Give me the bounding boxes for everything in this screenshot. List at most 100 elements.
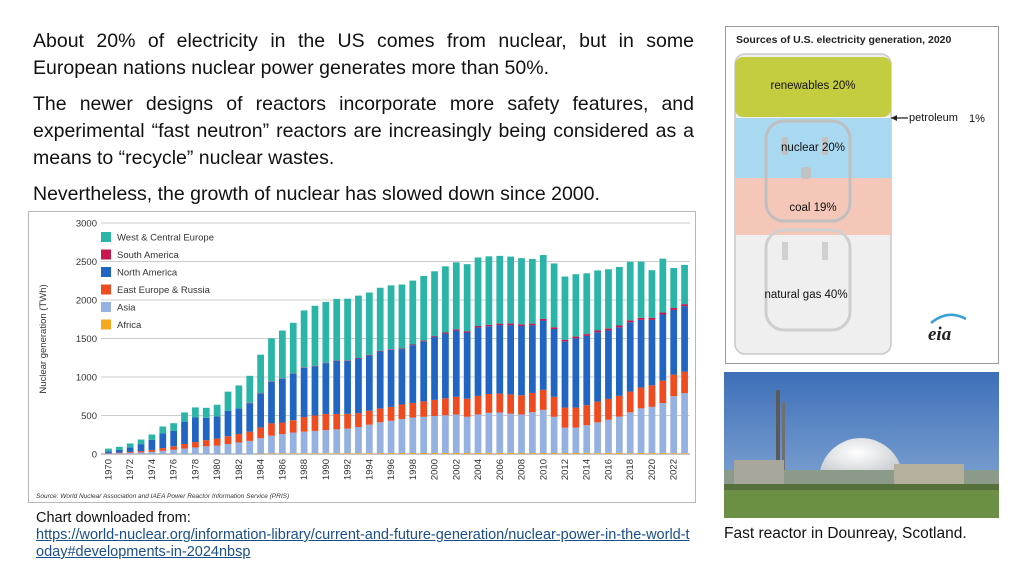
reactor-design-paragraph: The newer designs of reactors incorporat…	[33, 93, 694, 169]
bar-segment	[681, 453, 688, 454]
bar-segment	[333, 453, 341, 454]
bar-segment	[474, 414, 482, 453]
bar-segment	[409, 417, 417, 453]
bar-segment	[213, 445, 221, 454]
bar-segment	[137, 452, 145, 454]
sources-panel-title: Sources of U.S. electricity generation, …	[736, 34, 951, 46]
bar-segment	[594, 422, 601, 454]
x-tick-label: 2004	[473, 459, 484, 480]
bar-segment	[648, 317, 656, 320]
bar-segment	[637, 452, 645, 454]
bar-segment	[529, 323, 536, 326]
bar-segment	[572, 427, 580, 453]
bar-segment	[442, 398, 449, 416]
bar-segment	[355, 426, 362, 454]
bar-segment	[550, 396, 558, 417]
reactor-dome	[819, 438, 903, 480]
eia-logo-text: eia	[928, 324, 952, 345]
bar-segment	[278, 330, 286, 379]
us-electricity-sources-panel: Sources of U.S. electricity generation, …	[725, 26, 999, 364]
bar-segment	[637, 317, 645, 320]
bar-segment	[376, 453, 384, 454]
bar-segment	[170, 449, 178, 454]
legend-label: Africa	[117, 320, 142, 331]
bar-segment	[115, 452, 123, 454]
bar-segment	[300, 310, 308, 368]
bar-segment	[170, 423, 178, 431]
bar-segment	[518, 258, 525, 325]
bar-segment	[452, 396, 460, 415]
chart-source-link[interactable]: https://world-nuclear.org/information-li…	[36, 527, 690, 560]
bar-segment	[615, 327, 623, 396]
bar-segment	[583, 273, 591, 335]
bar-segment	[463, 416, 471, 453]
bar-segment	[583, 334, 591, 336]
bar-segment	[300, 417, 308, 432]
bar-segment	[235, 385, 243, 409]
bar-segment	[115, 453, 123, 454]
x-tick-label: 1992	[343, 459, 354, 480]
bar-segment	[344, 453, 351, 454]
bar-segment	[615, 395, 623, 417]
bar-segment	[496, 323, 504, 326]
bar-segment	[615, 325, 623, 328]
bar-segment	[670, 374, 678, 397]
renewables-band	[735, 57, 891, 117]
legend-swatch	[101, 319, 111, 330]
y-axis-label: Nuclear generation (TWh)	[38, 284, 49, 393]
x-tick-label: 1980	[212, 459, 223, 480]
bar-segment	[670, 396, 678, 454]
bar-segment	[181, 412, 188, 422]
bar-segment	[311, 453, 319, 454]
bar-segment	[192, 407, 199, 418]
chart-caption-label: Chart downloaded from:	[36, 510, 191, 526]
bar-segment	[420, 275, 428, 341]
bar-segment	[442, 452, 449, 454]
bar-segment	[268, 423, 275, 436]
bar-segment	[452, 329, 460, 331]
bar-segment	[235, 408, 243, 434]
bar-segment	[659, 453, 667, 454]
legend-label: East Europe & Russia	[117, 285, 211, 296]
bar-segment	[202, 446, 210, 454]
bar-segment	[561, 341, 569, 408]
bar-segment	[344, 360, 351, 414]
bar-segment	[452, 452, 460, 454]
bar-segment	[485, 412, 493, 453]
x-tick-label: 1978	[190, 459, 201, 480]
bar-segment	[355, 358, 362, 414]
bar-segment	[431, 335, 438, 337]
x-tick-label: 1990	[321, 459, 332, 480]
bar-segment	[637, 319, 645, 388]
x-tick-label: 2006	[495, 459, 506, 480]
bar-segment	[268, 453, 275, 454]
bar-segment	[278, 378, 286, 423]
y-tick-label: 2000	[76, 296, 97, 307]
bar-segment	[496, 255, 504, 324]
chart-source-note: Source: World Nuclear Association and IA…	[36, 493, 289, 500]
legend-label: Asia	[117, 303, 136, 314]
bar-segment	[344, 413, 351, 429]
bar-segment	[409, 344, 417, 346]
bar-segment	[202, 440, 210, 447]
bar-segment	[485, 452, 493, 454]
bar-segment	[518, 395, 525, 415]
bar-segment	[300, 431, 308, 454]
x-tick-label: 2014	[582, 459, 593, 480]
bar-segment	[181, 448, 188, 454]
petroleum-pointer-arrow	[891, 115, 897, 121]
bar-segment	[333, 360, 341, 414]
legend-swatch	[101, 232, 111, 242]
y-tick-label: 1500	[76, 334, 97, 345]
bar-segment	[235, 433, 243, 443]
bar-segment	[550, 416, 558, 453]
bar-segment	[159, 450, 167, 454]
bar-segment	[485, 326, 493, 395]
bar-segment	[442, 333, 449, 399]
bar-segment	[463, 331, 471, 333]
bar-segment	[289, 432, 297, 454]
bar-segment	[594, 270, 601, 331]
bar-segment	[507, 256, 515, 324]
bar-segment	[637, 408, 645, 453]
bar-segment	[605, 269, 612, 329]
